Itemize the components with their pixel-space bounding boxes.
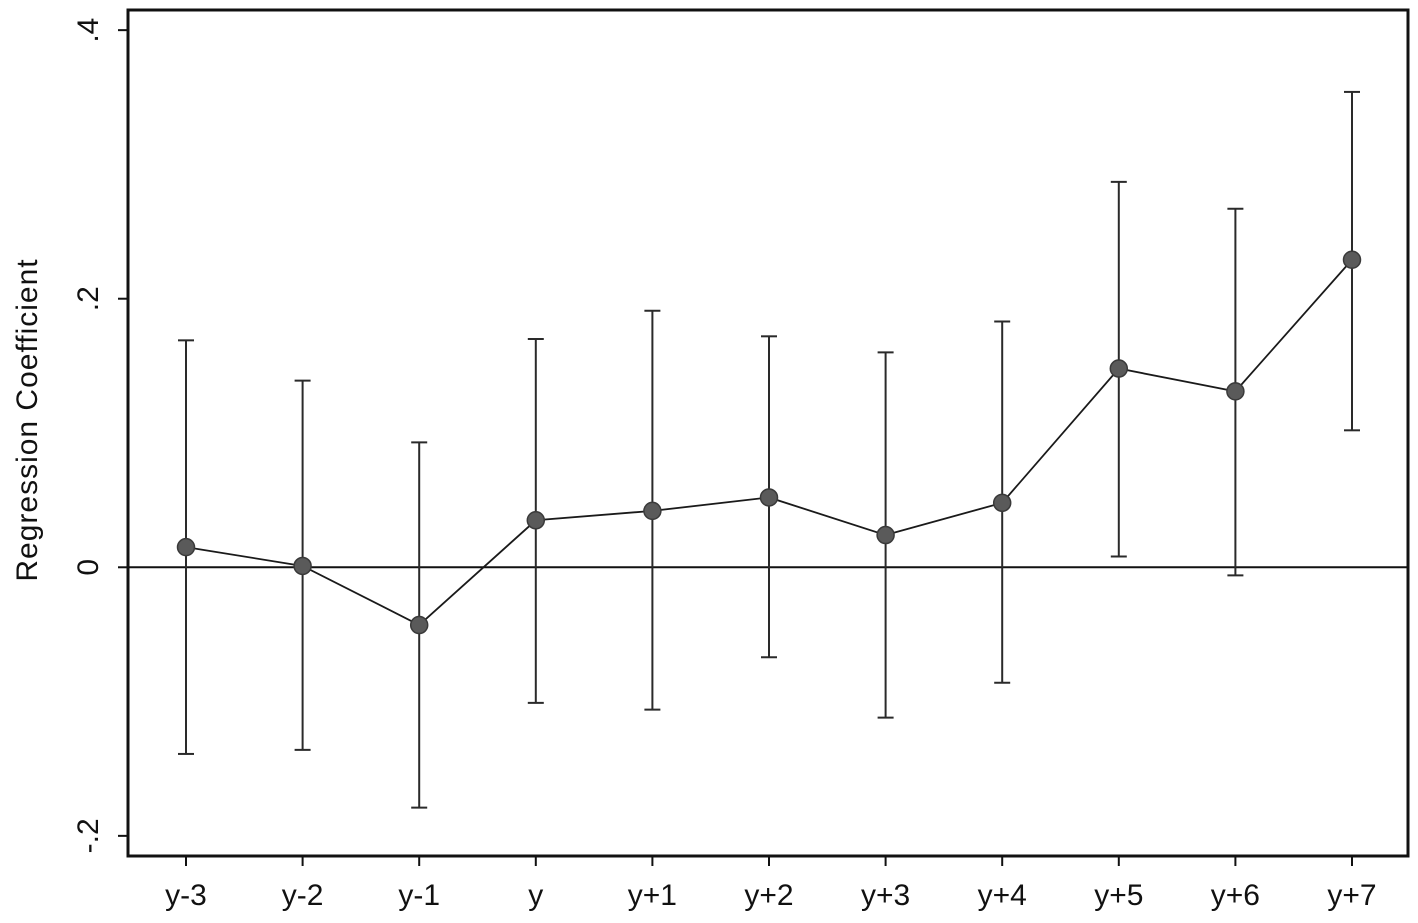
data-point bbox=[176, 537, 196, 557]
data-point bbox=[876, 525, 895, 545]
data-point bbox=[1226, 382, 1245, 401]
data-point bbox=[759, 488, 779, 507]
x-tick-label: y+7 bbox=[1327, 879, 1376, 912]
data-point bbox=[992, 493, 1012, 513]
y-tick-label: .4 bbox=[72, 18, 105, 43]
data-point bbox=[643, 501, 662, 521]
x-tick-label: y+2 bbox=[744, 879, 793, 912]
y-tick-label: .2 bbox=[72, 286, 105, 311]
x-tick-label: y+6 bbox=[1211, 879, 1260, 912]
y-axis-title: Regression Coefficient bbox=[11, 258, 44, 581]
x-tick-label: y+5 bbox=[1094, 879, 1143, 912]
x-tick-label: y-1 bbox=[398, 879, 440, 912]
data-point bbox=[526, 511, 546, 530]
x-tick-label: y bbox=[528, 879, 543, 912]
x-tick-label: y+4 bbox=[978, 879, 1027, 912]
data-point bbox=[409, 615, 429, 635]
x-tick-label: y+1 bbox=[628, 879, 677, 912]
x-axis: y-3 y-2 y-1 y y+1 y+2 y+3 y+4 y+5 y+6 y+7 bbox=[165, 856, 1377, 912]
y-axis: -.2 0 .2 .4 bbox=[72, 18, 128, 853]
plot-frame bbox=[126, 8, 1410, 858]
y-tick-label: -.2 bbox=[72, 818, 105, 853]
data-point bbox=[293, 556, 312, 576]
plot-area bbox=[126, 8, 1410, 858]
y-tick-label: 0 bbox=[72, 559, 105, 576]
data-point bbox=[1109, 359, 1129, 378]
data-point bbox=[1342, 250, 1362, 270]
x-tick-label: y-3 bbox=[165, 879, 207, 912]
x-tick-label: y+3 bbox=[861, 879, 910, 912]
x-tick-label: y-2 bbox=[282, 879, 324, 912]
